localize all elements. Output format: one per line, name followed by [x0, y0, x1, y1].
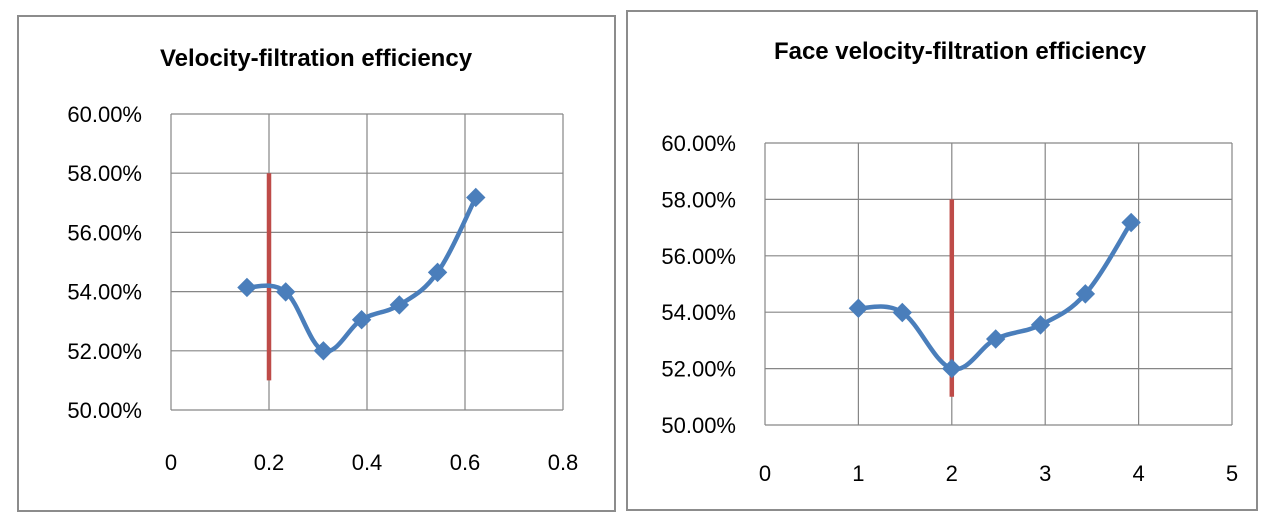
x-tick-label: 4 [1132, 461, 1144, 486]
chart-2-gridlines [764, 142, 1233, 426]
data-point-marker [1075, 284, 1096, 304]
data-point-marker [985, 329, 1006, 349]
y-tick-label: 54.00% [661, 300, 736, 325]
data-point-marker [427, 262, 448, 283]
x-tick-label: 0 [759, 461, 771, 486]
y-tick-label: 56.00% [67, 220, 142, 245]
chart-1-series [237, 187, 486, 361]
chart-1-tick-labels: 50.00% 52.00% 54.00% 56.00% 58.00% 60.00% 0 0.2… [67, 102, 578, 475]
y-tick-label: 60.00% [67, 102, 142, 127]
x-tick-label: 0.4 [352, 450, 383, 475]
x-tick-label: 2 [946, 461, 958, 486]
x-tick-label: 0.8 [548, 450, 579, 475]
x-tick-label: 0.2 [254, 450, 285, 475]
y-tick-label: 52.00% [661, 357, 736, 382]
data-point-marker [892, 302, 913, 323]
chart-2-series [848, 212, 1141, 379]
data-point-marker [313, 341, 334, 361]
data-point-marker [848, 298, 869, 318]
y-tick-label: 50.00% [661, 413, 736, 438]
y-tick-label: 58.00% [67, 161, 142, 186]
data-point-marker [1030, 315, 1051, 335]
chart-2-tick-labels: 50.00% 52.00% 54.00% 56.00% 58.00% 60.00% 0 1 2 3… [661, 131, 1238, 486]
y-tick-label: 60.00% [661, 131, 736, 156]
data-point-marker [237, 277, 257, 298]
y-tick-label: 52.00% [67, 339, 142, 364]
x-tick-label: 3 [1039, 461, 1051, 486]
x-tick-label: 0 [165, 450, 177, 475]
x-tick-label: 0.6 [450, 450, 481, 475]
chart-1-border [17, 15, 616, 512]
y-tick-label: 54.00% [67, 280, 142, 305]
data-point-marker [466, 187, 486, 208]
data-point-marker [942, 358, 962, 379]
y-tick-label: 50.00% [67, 398, 142, 423]
data-point-marker [275, 282, 296, 302]
chart-1-title: Velocity-filtration efficiency [160, 45, 473, 72]
chart-2-title: Face velocity-filtration efficiency [774, 38, 1147, 65]
chart-2-border [626, 10, 1258, 511]
x-tick-label: 5 [1226, 461, 1238, 486]
chart-1-gridlines [170, 113, 564, 411]
y-tick-label: 56.00% [661, 244, 736, 269]
x-tick-label: 1 [852, 461, 864, 486]
data-point-marker [389, 295, 410, 315]
data-point-marker [1121, 212, 1141, 233]
y-tick-label: 58.00% [661, 187, 736, 212]
data-point-marker [351, 310, 372, 330]
